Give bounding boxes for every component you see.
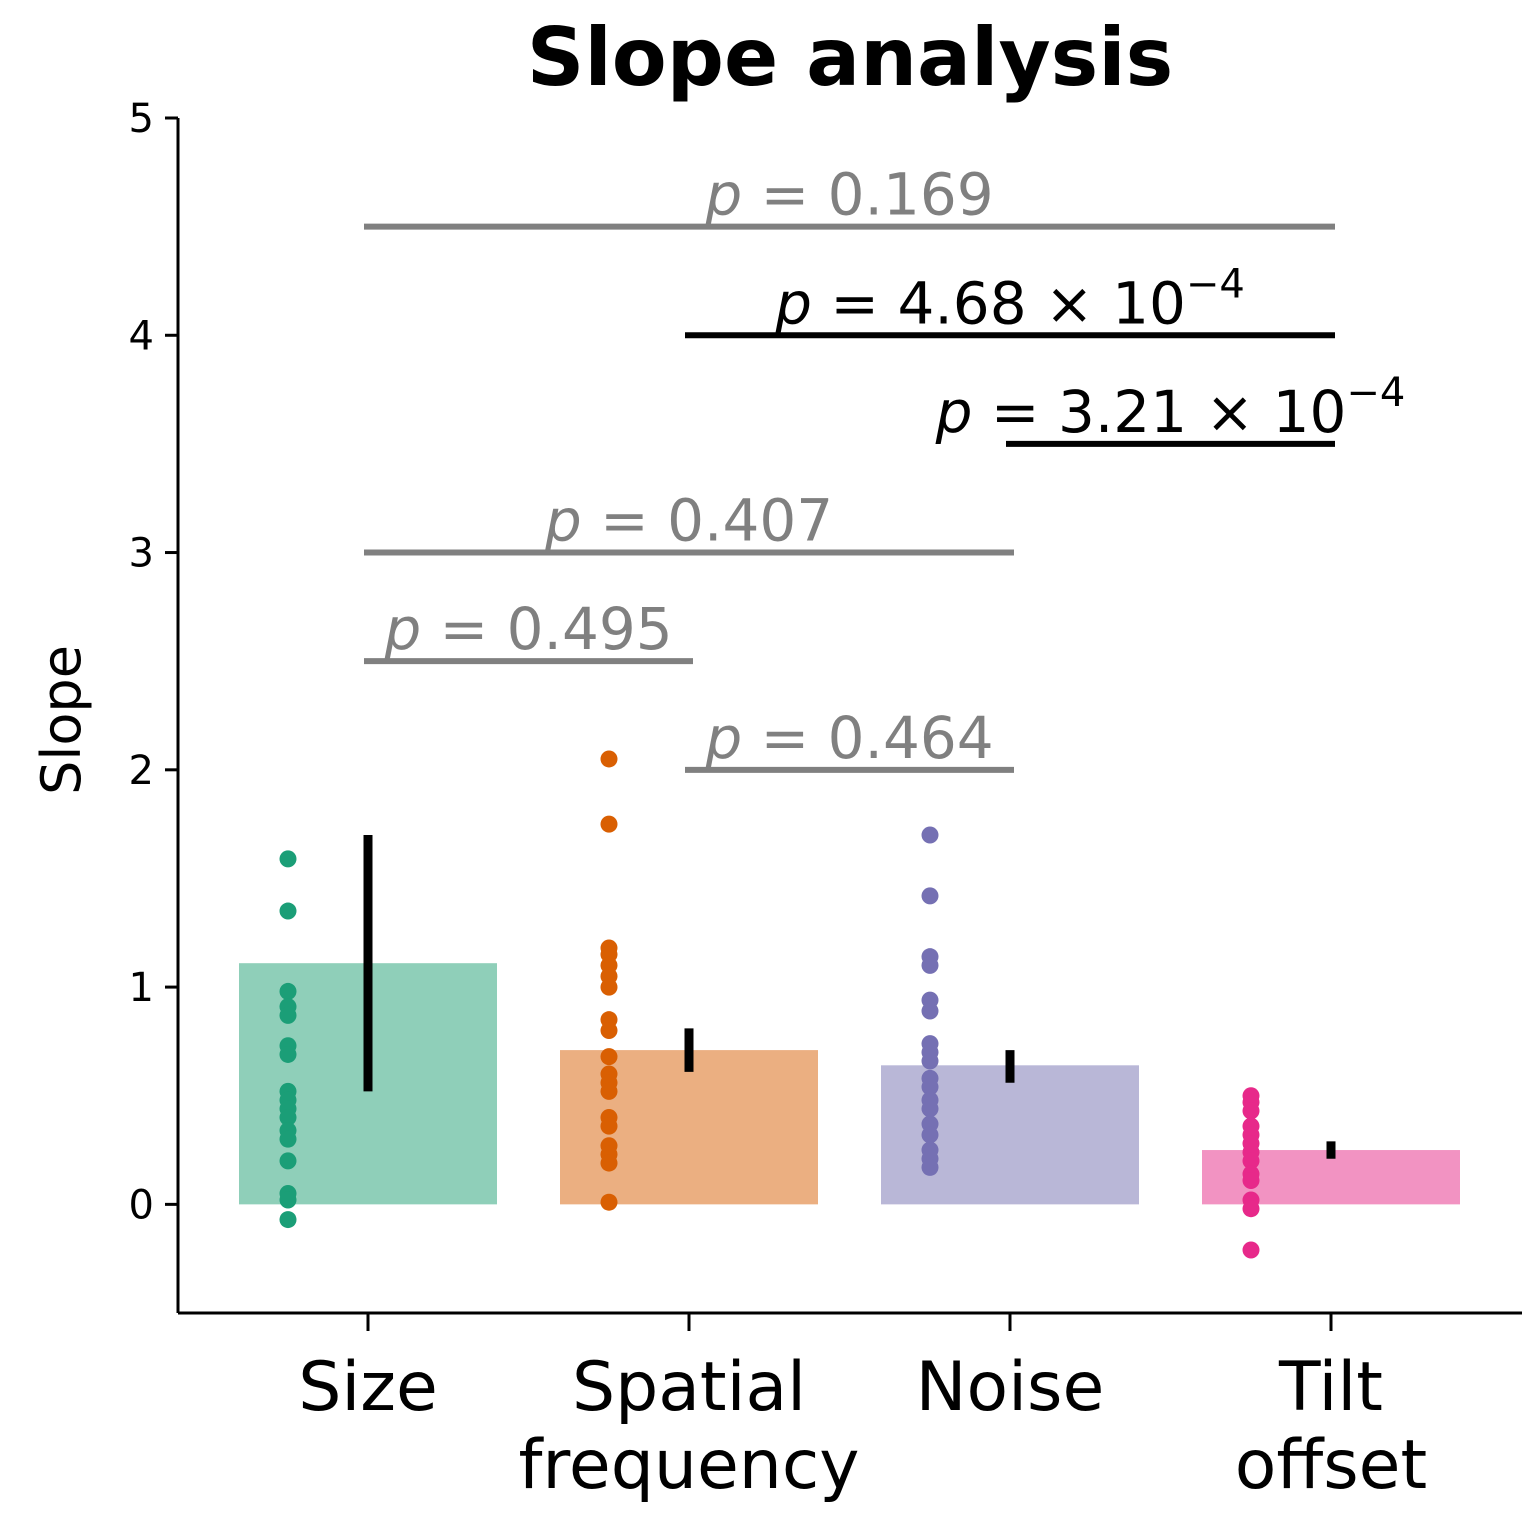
point-1-0 (600, 750, 618, 768)
p-value-label-4: p = 0.495 (383, 595, 672, 663)
point-2-0 (921, 826, 939, 844)
x-tick-label-3-0: Tilt (1278, 1348, 1383, 1427)
x-tick-label-1-1: frequency (518, 1426, 859, 1505)
point-2-12 (921, 1100, 939, 1118)
bar-1 (560, 1050, 818, 1205)
y-axis-label: Slope (30, 645, 93, 795)
point-0-6 (279, 1045, 297, 1063)
x-tick-label-0-0: Size (298, 1348, 438, 1427)
point-0-1 (279, 902, 297, 920)
point-1-12 (600, 1082, 618, 1100)
point-0-12 (279, 1130, 297, 1148)
point-2-14 (921, 1126, 939, 1144)
point-0-2 (279, 982, 297, 1000)
point-2-10 (921, 1078, 939, 1096)
y-tick-label-5: 5 (129, 96, 154, 142)
plot-area: p = 0.169 p = 4.68 × 10−4 p = 3.21 × 10−4 p… (129, 96, 1522, 1505)
point-2-3 (921, 956, 939, 974)
y-tick-label-4: 4 (129, 313, 154, 359)
y-tick-label-1: 1 (129, 965, 154, 1011)
x-tick-label-3-1: offset (1235, 1426, 1427, 1505)
x-tick-label-1-0: Spatial (572, 1348, 806, 1427)
point-3-12 (1242, 1241, 1260, 1259)
point-1-14 (600, 1117, 618, 1135)
point-1-1 (600, 815, 618, 833)
p-value-label-3: p = 0.407 (544, 487, 833, 555)
point-0-10 (279, 1108, 297, 1126)
point-0-13 (279, 1152, 297, 1170)
point-0-0 (279, 850, 297, 868)
p-value-label-2: p = 3.21 × 10−4 (935, 370, 1406, 446)
point-3-2 (1242, 1102, 1260, 1120)
point-3-9 (1242, 1171, 1260, 1189)
chart-title: Slope analysis (527, 11, 1174, 104)
point-1-9 (600, 1048, 618, 1066)
p-value-label-5: p = 0.464 (704, 704, 993, 772)
y-tick-label-3: 3 (129, 531, 154, 577)
point-1-8 (600, 1022, 618, 1040)
point-2-1 (921, 887, 939, 905)
point-2-5 (921, 1002, 939, 1020)
x-tick-label-2-0: Noise (916, 1348, 1105, 1427)
point-3-7 (1242, 1152, 1260, 1170)
point-0-16 (279, 1211, 297, 1229)
bar-2 (881, 1065, 1139, 1205)
point-0-15 (279, 1191, 297, 1209)
point-3-11 (1242, 1200, 1260, 1218)
p-value-label-0: p = 0.169 (704, 161, 993, 229)
point-1-18 (600, 1193, 618, 1211)
p-value-label-1: p = 4.68 × 10−4 (774, 261, 1245, 337)
point-1-17 (600, 1154, 618, 1172)
point-1-6 (600, 978, 618, 996)
y-tick-label-0: 0 (129, 1182, 154, 1228)
point-2-17 (921, 1158, 939, 1176)
point-0-4 (279, 1006, 297, 1024)
y-tick-label-2: 2 (129, 748, 154, 794)
point-2-8 (921, 1052, 939, 1070)
